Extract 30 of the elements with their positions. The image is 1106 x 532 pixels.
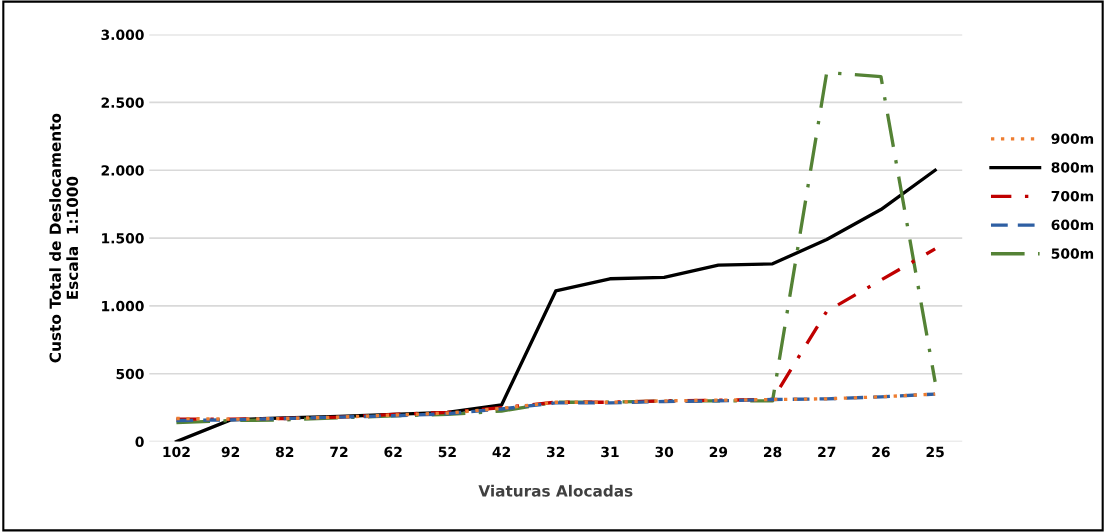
x-tick-label: 27 bbox=[818, 446, 836, 457]
y-tick-label: 3.000 bbox=[101, 29, 144, 41]
x-tick-label: 42 bbox=[492, 446, 511, 457]
legend-label: 600m bbox=[1051, 219, 1094, 231]
x-tick-label: 72 bbox=[330, 446, 348, 457]
y-tick-label: 2.000 bbox=[101, 165, 144, 176]
y-tick-label: 2.500 bbox=[101, 97, 144, 108]
x-tick-label: 82 bbox=[275, 446, 294, 458]
x-tick-label: 52 bbox=[438, 446, 456, 458]
legend-label: 900m bbox=[1051, 133, 1094, 144]
legend-label: 500m bbox=[1051, 248, 1094, 259]
x-tick-label: 102 bbox=[163, 446, 190, 458]
x-tick-label: 32 bbox=[547, 446, 565, 458]
x-tick-label: 30 bbox=[655, 446, 674, 458]
y-tick-label: 1.500 bbox=[102, 233, 144, 244]
y-tick-label: 0 bbox=[135, 436, 144, 448]
legend-label: 800m bbox=[1051, 162, 1094, 173]
line-series bbox=[174, 70, 937, 425]
y-tick-label: 1.000 bbox=[102, 300, 144, 312]
x-tick-label: 26 bbox=[872, 446, 890, 458]
x-tick-label: 62 bbox=[384, 446, 402, 458]
x-tick-label: 29 bbox=[709, 446, 728, 458]
legend-label: 700m bbox=[1051, 190, 1094, 202]
x-axis-title: Viaturas Alocadas bbox=[478, 484, 633, 497]
x-tick-label: 31 bbox=[601, 446, 619, 458]
x-tick-label: 25 bbox=[926, 446, 944, 458]
x-tick-label: 28 bbox=[763, 446, 782, 458]
x-tick-label: 92 bbox=[221, 446, 240, 458]
y-tick-label: 500 bbox=[116, 368, 144, 380]
y-axis-title: Custo Total de Deslocamento Escala 1:1000 bbox=[49, 113, 79, 363]
